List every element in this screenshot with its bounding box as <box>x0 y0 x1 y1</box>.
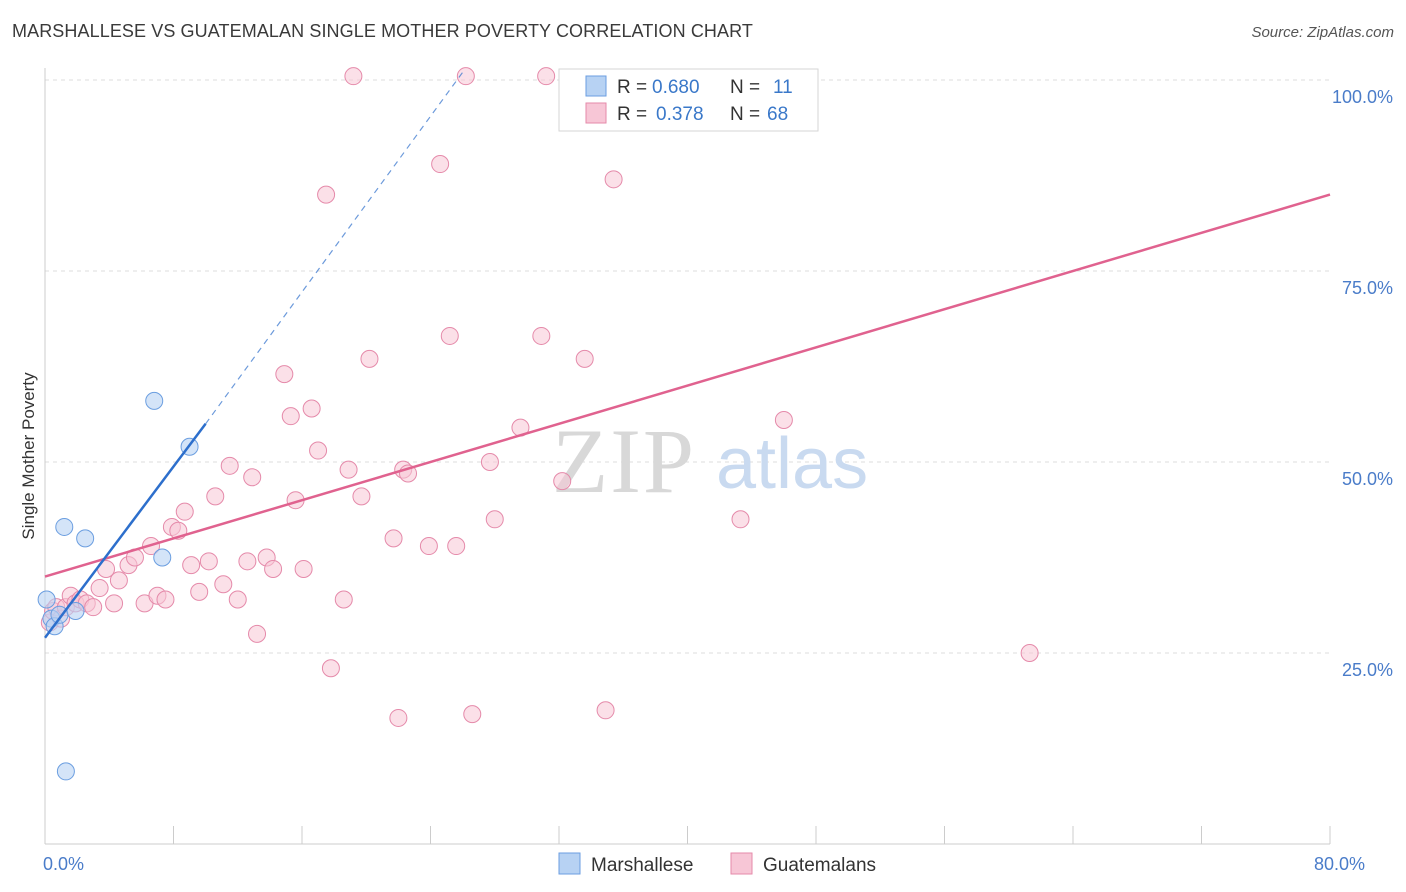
bottom-legend-marshallese: Marshallese <box>591 855 693 876</box>
x-axis-ticks <box>44 826 1331 844</box>
guatemalan-point <box>243 468 262 487</box>
guatemalan-point <box>238 552 257 571</box>
guatemalan-point <box>199 552 218 571</box>
legend-n-value-1: 11 <box>773 77 793 98</box>
guatemalan-point <box>596 701 615 720</box>
bottom-legend-swatch-marshallese <box>558 852 581 875</box>
guatemalan-point <box>84 598 103 617</box>
guatemalan-point <box>389 708 408 727</box>
guatemalan-point <box>463 705 482 724</box>
guatemalan-point <box>339 460 358 479</box>
marshallese-point <box>55 517 74 536</box>
guatemalan-point <box>352 487 371 506</box>
bottom-legend-guatemalans: Guatemalans <box>763 855 876 876</box>
y-tick-label: 50.0% <box>1342 469 1393 489</box>
guatemalan-point <box>774 410 793 429</box>
guatemalan-point <box>360 349 379 368</box>
guatemalan-point <box>575 349 594 368</box>
marshallese-point <box>153 548 172 567</box>
guatemalan-point <box>485 510 504 529</box>
series-legend: Marshallese Guatemalans <box>558 852 876 876</box>
guatemalan-point <box>105 594 124 613</box>
guatemalan-point <box>731 510 750 529</box>
guatemalan-point <box>384 529 403 548</box>
guatemalan-point <box>1020 644 1039 662</box>
guatemalan-point <box>228 590 247 609</box>
guatemalan-point <box>90 579 109 598</box>
legend-r-value-2: 0.378 <box>656 104 704 125</box>
guatemalan-point <box>309 441 328 460</box>
guatemalan-point <box>321 659 340 678</box>
bottom-legend-swatch-guatemalans <box>730 852 753 875</box>
y-axis-title: Single Mother Poverty <box>19 372 38 540</box>
guatemalan-point <box>206 487 225 506</box>
legend-swatch-marshallese <box>585 75 607 97</box>
legend-n-label-2: N = <box>730 104 760 125</box>
source-credit: Source: ZipAtlas.com <box>1251 24 1394 41</box>
guatemalan-point <box>220 456 239 475</box>
x-tick-label: 0.0% <box>43 854 84 874</box>
guatemalan-point <box>334 590 353 609</box>
guatemalan-point <box>248 624 267 643</box>
chart-title: MARSHALLESE VS GUATEMALAN SINGLE MOTHER … <box>12 21 753 41</box>
guatemalan-point <box>190 582 209 601</box>
guatemalan-point <box>553 472 572 491</box>
watermark-zip: ZIP <box>552 410 696 512</box>
guatemalan-point <box>447 537 466 556</box>
y-tick-label: 75.0% <box>1342 278 1393 298</box>
watermark-atlas: atlas <box>716 424 868 504</box>
guatemalan-point <box>281 407 300 426</box>
guatemalan-point <box>419 537 438 556</box>
marshallese-trendline-extension <box>205 72 464 425</box>
marshallese-point <box>56 762 75 781</box>
guatemalan-point <box>317 185 336 204</box>
guatemalan-point <box>275 365 294 384</box>
legend-r-label-2: R = <box>617 104 647 125</box>
legend-n-label-1: N = <box>730 77 760 98</box>
guatemalan-point <box>344 67 363 86</box>
marshallese-trendline <box>44 423 207 639</box>
guatemalan-point <box>431 155 450 174</box>
guatemalan-trendline <box>44 193 1331 578</box>
guatemalan-point <box>214 575 233 594</box>
guatemalan-point <box>264 559 283 578</box>
grid-lines <box>45 79 1330 654</box>
marshallese-point <box>76 529 95 548</box>
series-guatemalans <box>40 67 1039 727</box>
guatemalan-point <box>182 556 201 575</box>
guatemalan-point <box>109 571 128 590</box>
y-tick-label: 25.0% <box>1342 660 1393 680</box>
guatemalan-point <box>604 170 623 189</box>
marshallese-point <box>145 391 164 410</box>
marshallese-point <box>66 601 85 620</box>
x-axis-tick-labels: 0.0% 80.0% <box>43 854 1365 874</box>
trend-lines <box>44 72 1331 639</box>
correlation-legend: R = 0.680 N = 11 R = 0.378 N = 68 <box>558 68 819 132</box>
guatemalan-point <box>537 67 556 86</box>
y-tick-label: 100.0% <box>1332 87 1393 107</box>
legend-n-value-2: 68 <box>767 104 788 125</box>
guatemalan-point <box>175 502 194 521</box>
guatemalan-point <box>440 326 459 345</box>
y-axis-tick-labels: 25.0% 50.0% 75.0% 100.0% <box>1332 87 1393 680</box>
legend-r-label-1: R = <box>617 77 647 98</box>
guatemalan-point <box>480 453 499 471</box>
series-marshallese <box>37 391 199 781</box>
guatemalan-point <box>156 590 175 609</box>
guatemalan-point <box>302 399 321 418</box>
x-tick-label: 80.0% <box>1314 854 1365 874</box>
guatemalan-point <box>456 67 475 86</box>
legend-r-value-1: 0.680 <box>652 77 700 98</box>
guatemalan-point <box>294 559 313 578</box>
marshallese-point <box>37 590 56 609</box>
guatemalan-point <box>532 326 551 345</box>
legend-swatch-guatemalans <box>585 102 607 124</box>
